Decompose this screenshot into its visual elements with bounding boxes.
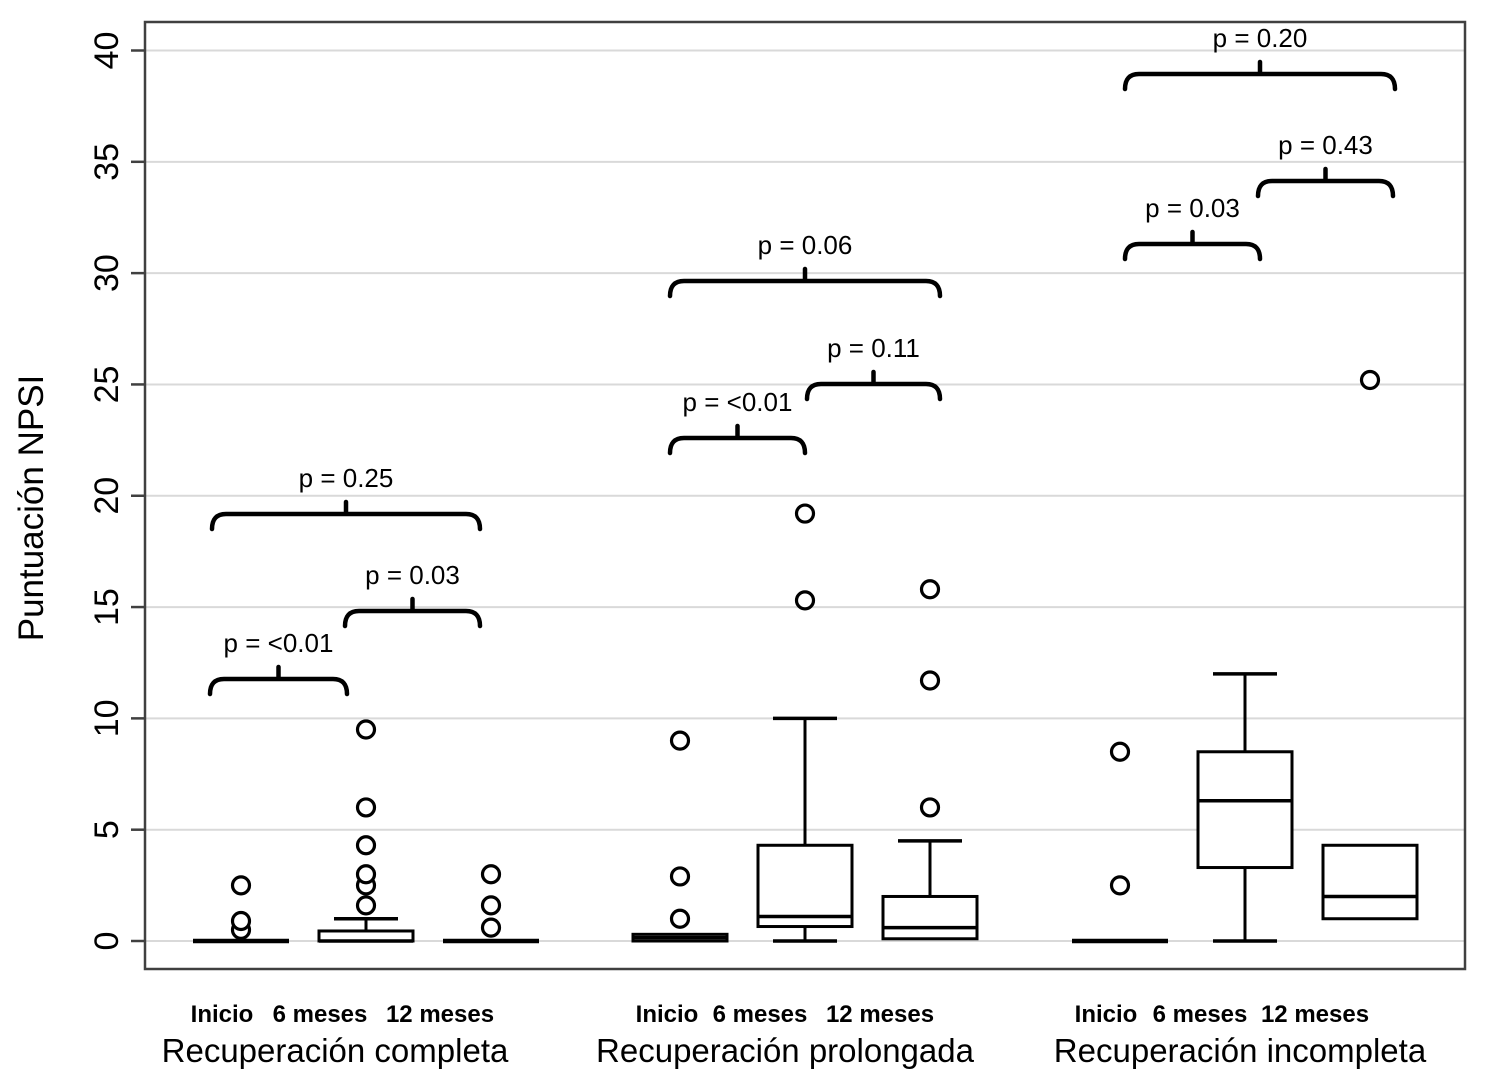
- outlier-point: [1359, 369, 1381, 391]
- y-tick-label: 35: [88, 143, 126, 181]
- y-tick-label: 10: [88, 699, 126, 737]
- box: [881, 894, 979, 941]
- outlier-point: [794, 503, 816, 524]
- outlier-point: [480, 864, 502, 885]
- p-value-label: p = 0.43: [1278, 130, 1373, 160]
- y-tick-label: 40: [88, 32, 126, 70]
- box: [1321, 843, 1419, 921]
- x-tick-label: 12 meses: [386, 1001, 494, 1028]
- outlier-point: [919, 579, 941, 600]
- p-value-bracket: [342, 596, 483, 629]
- y-tick-label: 25: [88, 366, 126, 404]
- p-value-label: p = 0.20: [1213, 23, 1308, 53]
- x-tick-label: 6 meses: [713, 1001, 808, 1028]
- p-value-bracket: [804, 369, 943, 402]
- outlier-point: [1109, 875, 1131, 896]
- outlier-point: [1109, 741, 1131, 762]
- outlier-point: [355, 719, 377, 740]
- p-value-label: p = 0.03: [365, 560, 460, 590]
- group-label: Recuperación incompleta: [1054, 1032, 1427, 1069]
- group-label: Recuperación prolongada: [596, 1032, 975, 1069]
- outlier-point: [669, 908, 691, 929]
- p-value-bracket: [667, 423, 808, 456]
- p-value-bracket: [1255, 166, 1396, 199]
- outlier-point: [355, 864, 377, 885]
- p-value-label: p = <0.01: [224, 628, 334, 658]
- outlier-point: [230, 910, 252, 932]
- x-tick-label: 6 meses: [273, 1001, 368, 1028]
- x-tick-label: 12 meses: [1261, 1001, 1369, 1028]
- p-value-bracket: [667, 266, 943, 299]
- y-tick-label: 5: [88, 820, 126, 839]
- outlier-point: [919, 670, 941, 691]
- p-value-label: p = <0.01: [683, 387, 793, 417]
- p-value-bracket: [209, 499, 483, 532]
- outlier-point: [919, 797, 941, 818]
- box: [756, 843, 854, 929]
- x-tick-label: Inicio: [191, 1001, 254, 1028]
- box: [1196, 750, 1294, 870]
- p-value-label: p = 0.06: [758, 230, 853, 260]
- outlier-point: [480, 917, 502, 938]
- outlier-point: [669, 730, 691, 751]
- p-value-label: p = 0.25: [299, 463, 394, 493]
- outlier-point: [355, 835, 377, 856]
- p-value-bracket: [1122, 229, 1263, 262]
- y-tick-label: 20: [88, 477, 126, 515]
- p-value-label: p = 0.03: [1145, 193, 1240, 223]
- outlier-point: [355, 895, 377, 916]
- group-label: Recuperación completa: [162, 1032, 509, 1069]
- outlier-point: [669, 866, 691, 887]
- p-value-label: p = 0.11: [827, 333, 920, 363]
- p-value-bracket: [207, 664, 350, 697]
- x-tick-label: 12 meses: [826, 1001, 934, 1028]
- x-tick-label: Inicio: [1075, 1001, 1138, 1028]
- x-tick-label: Inicio: [636, 1001, 699, 1028]
- y-tick-label: 0: [88, 932, 126, 951]
- p-value-bracket: [1122, 59, 1398, 92]
- x-tick-label: 6 meses: [1153, 1001, 1248, 1028]
- y-tick-label: 30: [88, 254, 126, 292]
- y-tick-label: 15: [88, 588, 126, 626]
- outlier-point: [480, 895, 502, 916]
- outlier-point: [355, 797, 377, 818]
- outlier-point: [794, 590, 816, 611]
- outlier-point: [230, 875, 252, 896]
